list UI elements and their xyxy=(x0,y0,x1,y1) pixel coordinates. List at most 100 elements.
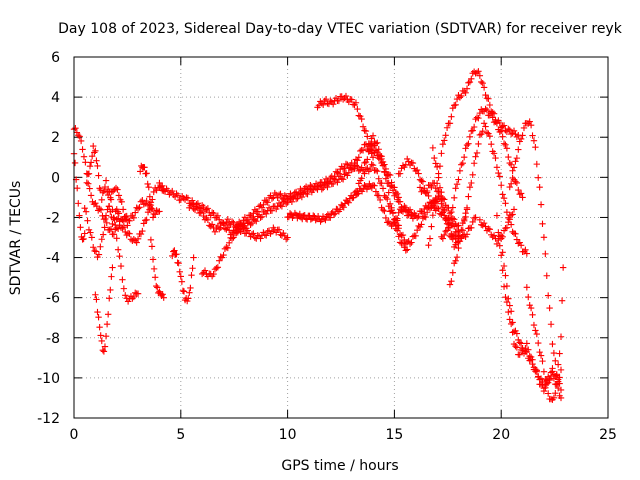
data-point xyxy=(523,348,531,356)
data-point xyxy=(115,210,123,217)
data-point xyxy=(418,177,425,185)
data-series xyxy=(523,284,565,403)
data-point xyxy=(493,212,501,219)
data-point xyxy=(354,157,361,164)
x-tick-label: 5 xyxy=(176,427,185,443)
data-point xyxy=(506,183,513,191)
data-point xyxy=(395,233,402,240)
data-point xyxy=(425,241,432,249)
data-point xyxy=(109,220,116,228)
data-point xyxy=(315,183,323,190)
data-point xyxy=(95,251,103,258)
data-point xyxy=(498,252,505,259)
data-point xyxy=(208,209,216,216)
data-point xyxy=(428,223,435,230)
data-point xyxy=(559,264,567,271)
data-point xyxy=(436,184,444,191)
data-point xyxy=(519,346,526,354)
data-point xyxy=(327,174,334,182)
data-point xyxy=(82,208,90,215)
data-point xyxy=(446,120,454,127)
data-point xyxy=(384,219,391,226)
data-point xyxy=(298,193,306,201)
data-point xyxy=(335,97,343,105)
data-point xyxy=(428,200,435,207)
data-point xyxy=(144,209,152,216)
data-point xyxy=(492,235,499,242)
data-point xyxy=(106,188,113,196)
data-point xyxy=(456,232,464,240)
data-point xyxy=(277,202,284,209)
data-point xyxy=(502,200,509,207)
data-point xyxy=(542,376,549,383)
data-point xyxy=(488,110,495,117)
data-point xyxy=(423,209,431,216)
data-point xyxy=(392,189,400,196)
data-point xyxy=(498,182,505,189)
data-point xyxy=(133,239,140,246)
data-point xyxy=(443,124,451,131)
data-point xyxy=(149,256,157,263)
data-point xyxy=(177,273,184,280)
data-point xyxy=(109,187,117,195)
y-axis-tick-labels: -12 -10 -8 -6 -4 -2 0 2 4 6 xyxy=(37,50,60,427)
data-point xyxy=(237,220,244,227)
data-point xyxy=(475,140,482,148)
x-axis-title: GPS time / hours xyxy=(281,458,398,474)
data-point xyxy=(486,101,494,109)
data-point xyxy=(260,201,267,208)
data-point xyxy=(104,311,112,318)
data-point xyxy=(263,232,270,239)
data-point xyxy=(107,196,115,203)
data-point xyxy=(126,217,133,225)
data-point xyxy=(264,199,271,206)
data-point xyxy=(159,291,166,298)
data-point xyxy=(97,243,104,250)
data-point xyxy=(505,308,512,316)
y-tick-label: 6 xyxy=(51,50,60,66)
data-point xyxy=(345,199,352,206)
data-point xyxy=(204,205,212,212)
data-point xyxy=(282,193,290,200)
data-point xyxy=(535,339,542,347)
data-point xyxy=(104,191,112,199)
x-tick-label: 10 xyxy=(279,427,297,443)
data-point xyxy=(515,146,522,153)
data-point xyxy=(106,295,113,302)
data-point xyxy=(435,205,442,212)
data-point xyxy=(136,204,143,211)
data-point xyxy=(452,101,459,109)
data-point xyxy=(527,356,535,363)
data-point xyxy=(542,250,549,258)
data-point xyxy=(223,218,230,226)
data-point xyxy=(446,232,454,240)
data-point xyxy=(102,212,110,219)
data-point xyxy=(117,262,125,270)
data-point xyxy=(114,186,121,193)
data-point xyxy=(389,209,397,216)
data-point xyxy=(557,394,565,402)
data-point xyxy=(499,267,506,274)
data-point xyxy=(532,366,539,373)
data-point xyxy=(499,133,506,140)
data-point xyxy=(408,239,415,246)
data-point xyxy=(284,234,291,241)
data-point xyxy=(352,99,360,106)
data-point xyxy=(412,232,419,240)
data-points xyxy=(70,68,567,403)
data-point xyxy=(352,191,360,199)
data-point xyxy=(452,241,459,248)
data-point xyxy=(478,78,485,86)
data-point xyxy=(556,374,563,381)
data-point xyxy=(203,206,210,213)
data-point xyxy=(339,176,347,183)
data-point xyxy=(368,135,375,142)
data-point xyxy=(119,224,126,232)
data-series xyxy=(137,162,157,221)
data-point xyxy=(500,262,508,270)
data-point xyxy=(100,187,108,195)
data-point xyxy=(505,295,512,302)
data-point xyxy=(449,236,456,243)
data-point xyxy=(543,272,550,279)
data-point xyxy=(122,228,129,236)
